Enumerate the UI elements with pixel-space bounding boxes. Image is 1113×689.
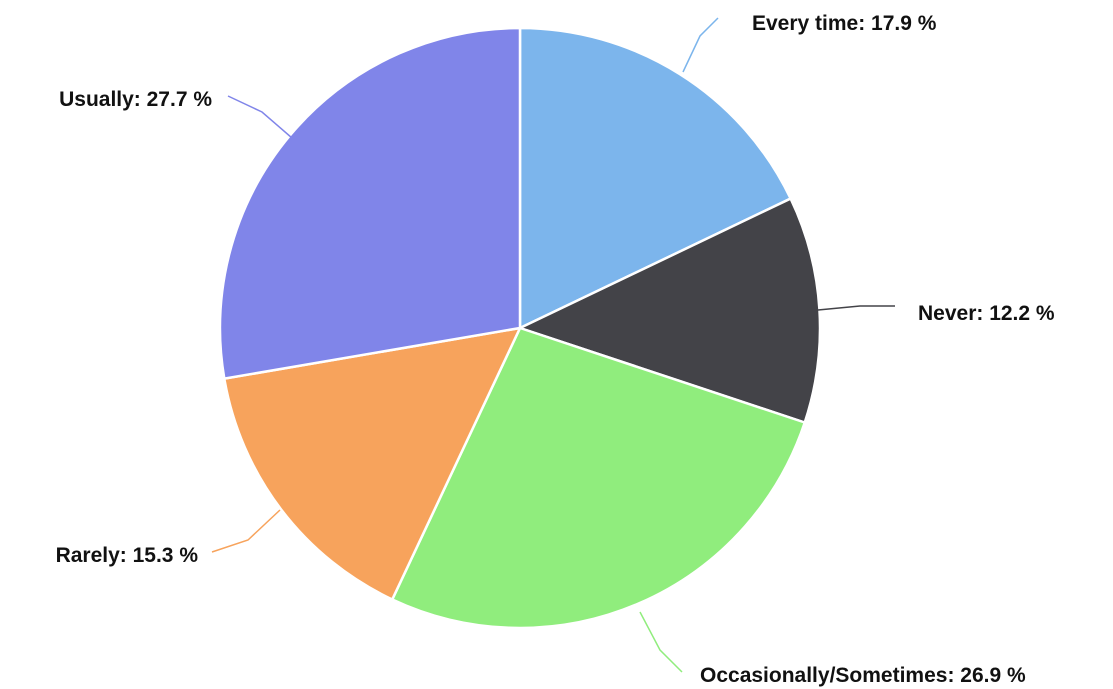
pie-slice-every-time[interactable] (518, 26, 792, 330)
pie-slice-occasionally-sometimes[interactable] (391, 326, 806, 630)
data-label-never: Never: 12.2 % (918, 302, 1055, 325)
connector-usually (227, 95, 293, 139)
connector-occasionally-sometimes (639, 611, 683, 673)
data-label-usually: Usually: 27.7 % (59, 88, 212, 111)
data-label-every-time: Every time: 17.9 % (752, 12, 937, 35)
pie-slice-usually[interactable] (218, 26, 522, 380)
label-connectors (211, 17, 895, 673)
connector-rarely (211, 509, 281, 553)
data-labels: Every time: 17.9 % Never: 12.2 % Occasiona… (56, 12, 1055, 687)
connector-every-time (682, 17, 719, 73)
connector-never (817, 305, 895, 311)
data-label-rarely: Rarely: 15.3 % (56, 544, 199, 567)
pie-slices (218, 26, 822, 630)
pie-slice-rarely[interactable] (223, 326, 522, 601)
data-label-occasionally-sometimes: Occasionally/Sometimes: 26.9 % (700, 664, 1026, 687)
